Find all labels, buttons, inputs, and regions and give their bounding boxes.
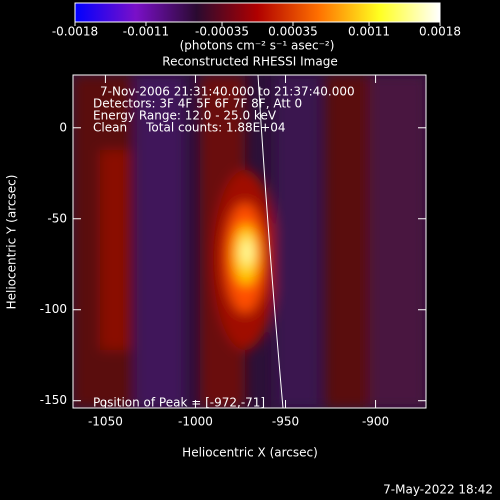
colorbar-tick-label: 0.00035 bbox=[268, 25, 318, 39]
x-tick-label: -1000 bbox=[178, 415, 213, 429]
x-tick-label: -1050 bbox=[88, 415, 123, 429]
y-tick-label: -150 bbox=[40, 393, 67, 407]
annotation: Energy Range: 12.0 - 25.0 keV bbox=[93, 109, 277, 123]
y-tick-label: -50 bbox=[47, 211, 67, 225]
peak-label: Position of Peak = [-972,-71] bbox=[93, 396, 265, 410]
timestamp: 7-May-2022 18:42 bbox=[383, 483, 493, 497]
annotation: Detectors: 3F 4F 5F 6F 7F 8F, Att 0 bbox=[93, 97, 302, 111]
y-tick-label: -100 bbox=[40, 302, 67, 316]
x-axis-label: Heliocentric X (arcsec) bbox=[182, 446, 318, 460]
colorbar-tick-label: -0.00035 bbox=[195, 25, 249, 39]
colorbar-tick-label: -0.0011 bbox=[123, 25, 169, 39]
x-tick-label: -950 bbox=[272, 415, 299, 429]
y-tick-label: 0 bbox=[59, 120, 67, 134]
x-tick-label: -900 bbox=[362, 415, 389, 429]
annotation: Clean Total counts: 1.88E+04 bbox=[93, 121, 286, 135]
y-axis-label: Heliocentric Y (arcsec) bbox=[5, 175, 19, 310]
colorbar bbox=[74, 2, 441, 23]
colorbar-label: (photons cm⁻² s⁻¹ asec⁻²) bbox=[180, 39, 335, 53]
colorbar-tick-label: 0.0011 bbox=[348, 25, 390, 39]
chart-title: Reconstructed RHESSI Image bbox=[162, 55, 337, 69]
annotation: 7-Nov-2006 21:31:40.000 to 21:37:40.000 bbox=[100, 85, 355, 99]
colorbar-tick-label: 0.0018 bbox=[419, 25, 461, 39]
plot-frame bbox=[72, 74, 427, 409]
image bbox=[73, 75, 426, 408]
colorbar-tick-label: -0.0018 bbox=[52, 25, 98, 39]
